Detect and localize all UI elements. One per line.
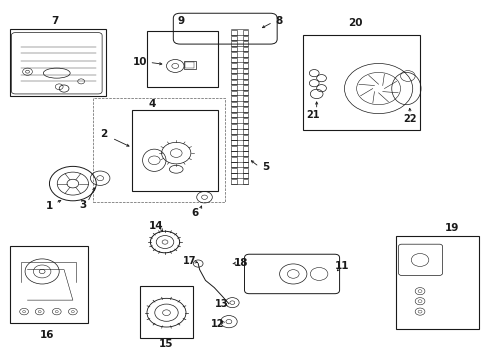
Bar [242,129,248,134]
Bar [10,30,105,96]
Text: 11: 11 [334,261,348,271]
Bar [242,162,248,167]
Bar [242,140,248,145]
Bar [242,47,248,51]
Bar [230,91,236,95]
Text: 17: 17 [183,256,196,266]
Bar [242,58,248,62]
Bar [230,30,236,35]
Bar [242,102,248,107]
Bar [242,80,248,85]
Text: 9: 9 [177,16,184,26]
Bar [242,146,248,150]
Bar [242,52,248,57]
Bar [140,286,193,338]
Bar [230,52,236,57]
Bar [242,174,248,178]
Bar [230,118,236,123]
Bar [303,35,419,130]
Bar [242,179,248,184]
Bar [230,124,236,129]
Bar [230,146,236,150]
Text: 12: 12 [211,319,224,329]
Text: 20: 20 [348,18,362,28]
Text: 16: 16 [40,330,54,340]
Bar [242,74,248,79]
Text: 14: 14 [148,221,163,230]
Bar [230,168,236,172]
Bar [242,113,248,117]
Bar [230,107,236,112]
Bar [230,41,236,46]
Bar [230,157,236,162]
Bar [230,36,236,40]
Bar [242,36,248,40]
Text: 8: 8 [274,16,282,26]
Bar [242,91,248,95]
Bar [230,102,236,107]
Bar [230,69,236,73]
Bar [230,96,236,101]
Text: 18: 18 [233,258,247,268]
Bar [183,61,195,69]
Bar [230,63,236,68]
Bar [242,41,248,46]
Text: 2: 2 [100,130,107,139]
Bar [230,85,236,90]
Bar [230,74,236,79]
Bar [230,174,236,178]
Text: 1: 1 [46,201,53,211]
Bar [242,107,248,112]
Text: 4: 4 [148,99,155,109]
Text: 15: 15 [159,339,173,349]
Bar [242,85,248,90]
Bar [230,140,236,145]
Bar [242,96,248,101]
Bar [242,69,248,73]
Bar [230,179,236,184]
Bar [230,113,236,117]
Text: 13: 13 [214,299,228,309]
Bar [230,151,236,156]
Text: 21: 21 [305,111,319,121]
Text: 7: 7 [52,16,59,26]
Bar [230,162,236,167]
Bar [230,135,236,140]
Text: 3: 3 [79,200,86,210]
Bar [242,118,248,123]
Bar [132,110,217,191]
Bar [230,58,236,62]
Bar [242,168,248,172]
Bar [147,31,217,87]
Bar [230,129,236,134]
Bar [184,62,194,68]
Bar [242,157,248,162]
Text: 5: 5 [261,162,268,172]
Bar [230,80,236,85]
Text: 22: 22 [403,114,416,124]
Bar [242,30,248,35]
Text: 10: 10 [133,57,147,67]
Text: 19: 19 [444,224,458,233]
Bar [395,235,478,329]
Text: 6: 6 [191,208,198,219]
Bar [242,63,248,68]
Bar [242,124,248,129]
Bar [242,151,248,156]
Bar [230,47,236,51]
Bar [10,246,88,323]
Bar [242,135,248,140]
